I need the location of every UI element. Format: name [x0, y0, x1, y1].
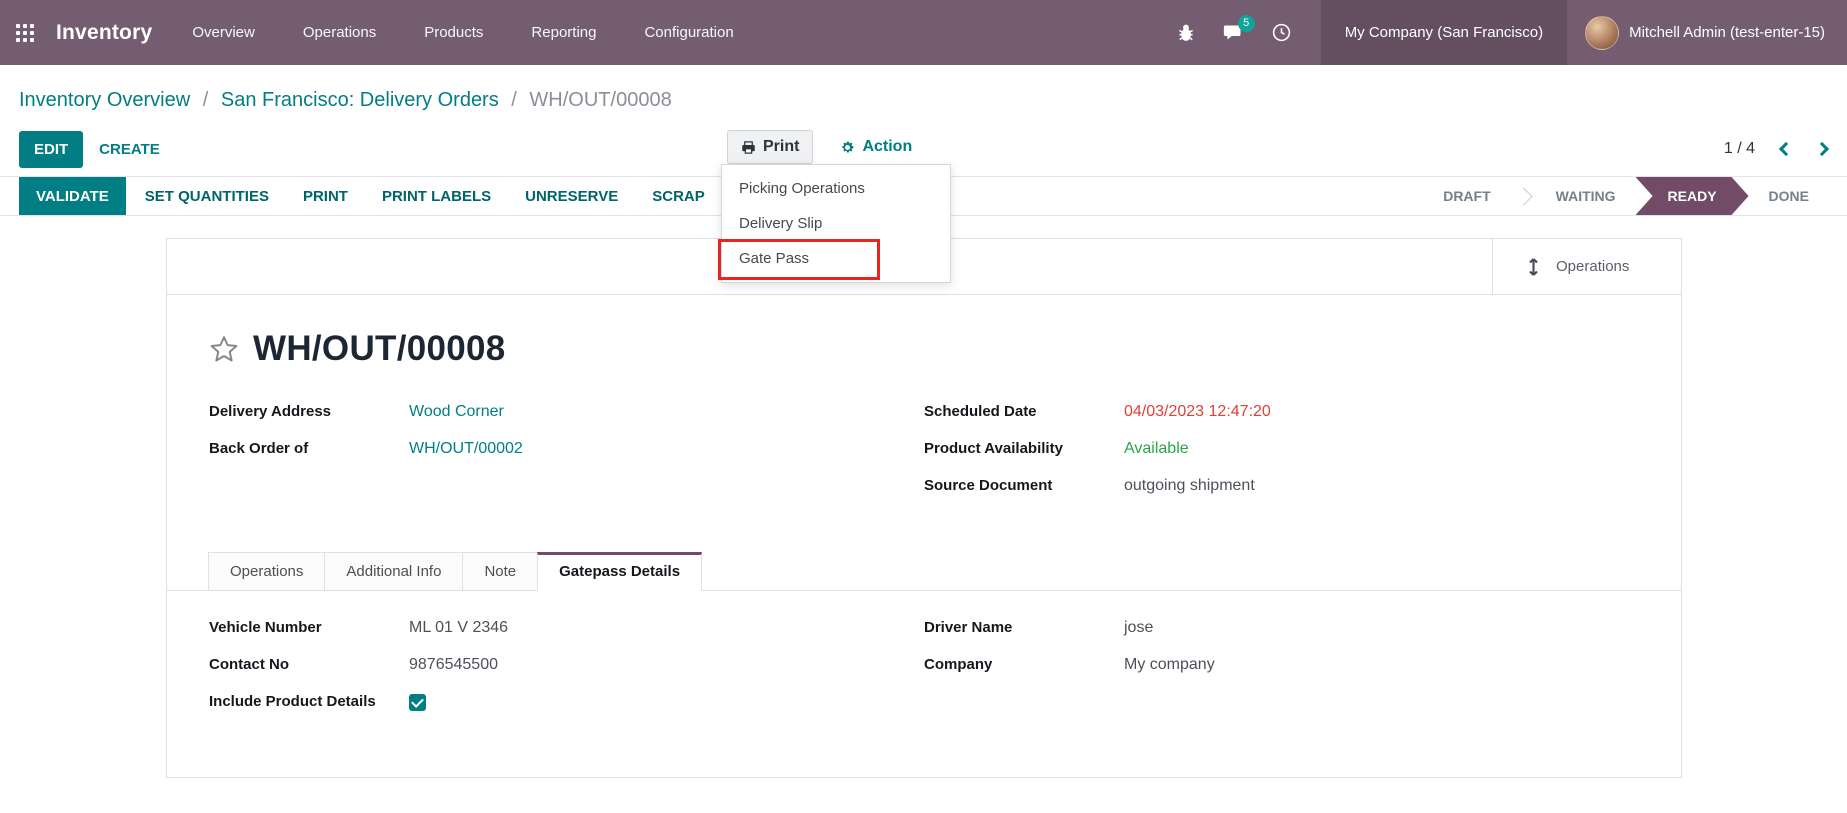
print-labels-button[interactable]: PRINT LABELS [367, 188, 506, 205]
contact-no-value: 9876545500 [409, 656, 498, 673]
field-label: Vehicle Number [209, 619, 322, 636]
record-title: WH/OUT/00008 [253, 329, 506, 368]
field-label: Include Product Details [209, 693, 376, 710]
tab-note[interactable]: Note [462, 552, 539, 590]
print-button[interactable]: PRINT [288, 188, 363, 205]
print-dropdown-menu: Picking Operations Delivery Slip Gate Pa… [718, 164, 951, 283]
printer-icon [742, 140, 755, 154]
scrap-button[interactable]: SCRAP [637, 188, 720, 205]
breadcrumb-link-inventory-overview[interactable]: Inventory Overview [19, 89, 191, 111]
field-company: Company My company [924, 654, 1639, 680]
field-label: Source Document [924, 477, 1053, 494]
field-label: Back Order of [209, 440, 309, 457]
stage-waiting[interactable]: WAITING [1555, 188, 1616, 204]
create-button[interactable]: CREATE [99, 140, 160, 158]
tab-additional-info[interactable]: Additional Info [324, 552, 464, 590]
field-product-availability: Product Availability Available [924, 438, 1639, 464]
pager-value: 1 / 4 [1723, 140, 1755, 157]
user-name: Mitchell Admin (test-enter-15) [1629, 24, 1825, 41]
print-menu-item-delivery-slip[interactable]: Delivery Slip [739, 215, 823, 232]
stage-draft[interactable]: DRAFT [1443, 188, 1491, 204]
notebook-tabs: Operations Additional Info Note Gatepass… [167, 552, 1681, 591]
field-label: Contact No [209, 656, 289, 673]
field-label: Driver Name [924, 619, 1013, 636]
top-navbar: Inventory Overview Operations Products R… [0, 0, 1847, 65]
status-pipeline: DRAFT WAITING READY DONE [1419, 177, 1847, 215]
bug-icon[interactable] [1175, 22, 1197, 44]
source-document-value: outgoing shipment [1124, 477, 1255, 494]
field-back-order-of: Back Order of WH/OUT/00002 [209, 438, 924, 464]
field-contact-no: Contact No 9876545500 [209, 654, 924, 680]
driver-name-value: jose [1124, 619, 1154, 636]
activities-clock-icon[interactable] [1271, 22, 1293, 44]
field-scheduled-date: Scheduled Date 04/03/2023 12:47:20 [924, 401, 1639, 427]
pager-previous-icon[interactable] [1778, 141, 1794, 157]
scheduled-date-value: 04/03/2023 12:47:20 [1124, 403, 1271, 420]
vehicle-number-value: ML 01 V 2346 [409, 619, 509, 636]
messages-icon[interactable]: 5 [1223, 14, 1255, 44]
control-panel: EDIT CREATE Print Action 1 / 4 [0, 122, 1847, 176]
set-quantities-button[interactable]: SET QUANTITIES [130, 188, 284, 205]
app-name: Inventory [56, 20, 153, 44]
product-availability-value: Available [1124, 440, 1189, 457]
gatepass-details-panel: Vehicle Number ML 01 V 2346 Contact No 9… [167, 617, 1681, 728]
gear-icon [842, 141, 854, 152]
operations-view-button[interactable]: Operations [1492, 239, 1681, 294]
unreserve-button[interactable]: UNRESERVE [510, 188, 633, 205]
field-label: Delivery Address [209, 403, 332, 420]
message-count-badge: 5 [1237, 14, 1255, 32]
favorite-star-icon[interactable] [209, 334, 239, 364]
field-source-document: Source Document outgoing shipment [924, 475, 1639, 501]
field-delivery-address: Delivery Address Wood Corner [209, 401, 924, 427]
company-value: My company [1124, 656, 1215, 673]
print-menu-item-picking-operations[interactable]: Picking Operations [739, 180, 865, 197]
include-product-details-checkbox[interactable] [409, 694, 426, 711]
field-include-product-details: Include Product Details [209, 691, 924, 717]
breadcrumb-current: WH/OUT/00008 [529, 89, 672, 111]
stage-separator-icon [1513, 186, 1533, 206]
field-driver-name: Driver Name jose [924, 617, 1639, 643]
stage-done[interactable]: DONE [1768, 188, 1809, 204]
breadcrumb-link-delivery-orders[interactable]: San Francisco: Delivery Orders [220, 89, 499, 111]
edit-button[interactable]: EDIT [19, 130, 84, 168]
back-order-link[interactable]: WH/OUT/00002 [409, 440, 523, 457]
menu-reporting[interactable]: Reporting [531, 24, 597, 41]
user-menu[interactable]: Mitchell Admin (test-enter-15) [1567, 0, 1847, 65]
vertical-arrows-icon [1529, 257, 1538, 276]
form-sheet: Operations WH/OUT/00008 Delivery Address… [166, 238, 1682, 778]
menu-overview[interactable]: Overview [192, 24, 255, 41]
field-vehicle-number: Vehicle Number ML 01 V 2346 [209, 617, 924, 643]
stage-ready[interactable]: READY [1636, 177, 1749, 215]
delivery-address-link[interactable]: Wood Corner [409, 403, 504, 420]
action-menu-button[interactable]: Action [827, 130, 925, 164]
breadcrumb: Inventory Overview / San Francisco: Deli… [19, 89, 672, 111]
avatar [1585, 15, 1620, 50]
tab-operations[interactable]: Operations [208, 552, 326, 590]
field-label: Company [924, 656, 993, 673]
field-label: Scheduled Date [924, 403, 1037, 420]
menu-products[interactable]: Products [424, 24, 484, 41]
menu-configuration[interactable]: Configuration [644, 24, 734, 41]
company-switcher[interactable]: My Company (San Francisco) [1320, 0, 1568, 65]
validate-button[interactable]: VALIDATE [19, 177, 126, 215]
menu-operations[interactable]: Operations [302, 24, 377, 41]
form-sheet-header: Operations [167, 239, 1681, 295]
print-menu-item-gate-pass[interactable]: Gate Pass [718, 239, 950, 280]
pager-next-icon[interactable] [1814, 141, 1830, 157]
tab-gatepass-details[interactable]: Gatepass Details [537, 552, 703, 591]
apps-grid-icon[interactable] [16, 23, 34, 42]
print-menu-button[interactable]: Print [727, 130, 814, 164]
field-label: Product Availability [924, 440, 1063, 457]
